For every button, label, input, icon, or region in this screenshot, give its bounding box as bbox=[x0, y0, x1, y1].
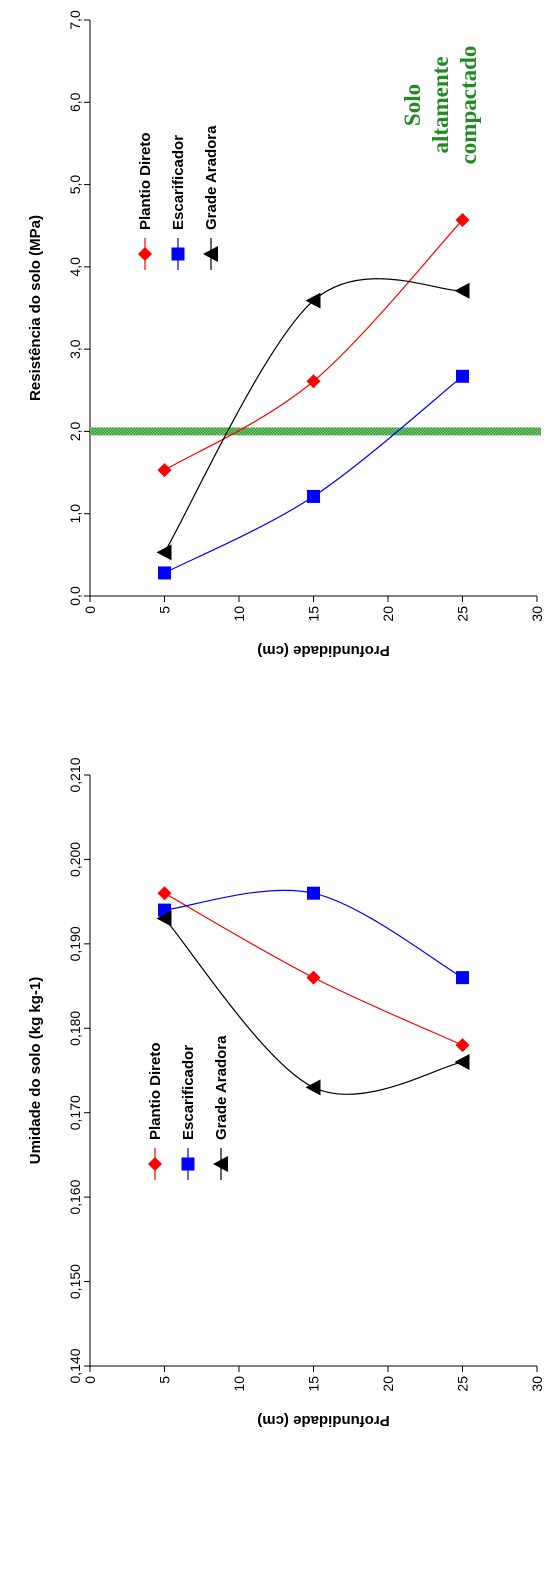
series-line bbox=[164, 892, 463, 1046]
x-axis-label: Profundidade (cm) bbox=[257, 642, 390, 659]
y-tick-label: 0,140 bbox=[67, 1348, 83, 1383]
x-tick-label: 0 bbox=[82, 606, 98, 614]
y-tick-label: 0,160 bbox=[67, 1179, 83, 1214]
legend-entry: Escarificador bbox=[180, 1045, 197, 1180]
annotation-line: compactado bbox=[456, 46, 481, 165]
data-point bbox=[306, 970, 321, 985]
data-point bbox=[455, 1038, 470, 1053]
legend-marker bbox=[171, 247, 185, 261]
legend-marker bbox=[203, 246, 218, 262]
chart-resistencia: 0 5 10 15 20 25 30 0,0 1,0 2,0 3,0 4,0 5,0 6,0 7,0 Prof… bbox=[27, 10, 545, 659]
y-tick-label: 0,150 bbox=[67, 1264, 83, 1299]
y-axis-label: Umidade do solo (kg kg-1) bbox=[27, 977, 44, 1165]
x-axis-label: Profundidade (cm) bbox=[257, 1412, 390, 1429]
y-tick-label: 7,0 bbox=[67, 10, 83, 30]
legend-label: Escarificador bbox=[170, 135, 187, 230]
legend-label: Grade Aradora bbox=[213, 1035, 230, 1140]
x-tick-label: 20 bbox=[380, 1376, 396, 1392]
y-tick-label: 1,0 bbox=[67, 504, 83, 524]
series-triangle bbox=[156, 278, 470, 561]
x-tick-label: 25 bbox=[455, 1376, 471, 1392]
y-axis-label: Resistência do solo (MPa) bbox=[27, 215, 44, 401]
series-square bbox=[158, 369, 469, 580]
legend-entry: Grade Aradora bbox=[213, 1035, 230, 1180]
y-tick-label: 0,0 bbox=[67, 586, 83, 606]
legend-label: Escarificador bbox=[180, 1045, 197, 1140]
x-tick-label: 10 bbox=[231, 1376, 247, 1392]
y-tick-label: 2,0 bbox=[67, 421, 83, 441]
series-line bbox=[164, 918, 463, 1095]
data-point bbox=[307, 489, 320, 503]
x-tick-label: 5 bbox=[157, 1376, 173, 1384]
data-point bbox=[157, 463, 172, 478]
x-tick-label: 0 bbox=[82, 1376, 98, 1384]
legend-label: Plantio Direto bbox=[147, 1042, 164, 1140]
series-diamond bbox=[157, 212, 470, 478]
legend-entry: Grade Aradora bbox=[203, 125, 220, 270]
data-point bbox=[156, 544, 172, 561]
y-tick-label: 0,190 bbox=[67, 926, 83, 961]
legend-marker bbox=[213, 1156, 228, 1172]
data-point bbox=[305, 1079, 321, 1096]
data-point bbox=[157, 886, 172, 901]
y-tick-label: 3,0 bbox=[67, 339, 83, 359]
data-point bbox=[456, 369, 469, 383]
data-point bbox=[454, 282, 470, 299]
series-line bbox=[164, 889, 463, 979]
legend-marker bbox=[148, 1157, 162, 1171]
x-tick-label: 10 bbox=[231, 606, 247, 622]
x-tick-label: 30 bbox=[529, 606, 545, 622]
legend-marker bbox=[138, 247, 152, 261]
x-tick-label: 15 bbox=[306, 1376, 322, 1392]
y-tick-label: 5,0 bbox=[67, 175, 83, 195]
x-tick-label: 5 bbox=[157, 606, 173, 614]
y-tick-label: 0,180 bbox=[67, 1011, 83, 1046]
y-tick-label: 0,200 bbox=[67, 842, 83, 877]
annotation-line: Solo bbox=[400, 84, 425, 126]
x-tick-label: 15 bbox=[306, 606, 322, 622]
legend-entry: Plantio Direto bbox=[147, 1042, 164, 1180]
annotation-line: altamente bbox=[428, 56, 453, 153]
legend-marker bbox=[181, 1157, 195, 1171]
data-point bbox=[455, 212, 470, 227]
series-triangle bbox=[156, 910, 470, 1096]
x-tick-label: 25 bbox=[455, 606, 471, 622]
y-tick-label: 4,0 bbox=[67, 257, 83, 277]
legend-entry: Plantio Direto bbox=[137, 132, 154, 270]
data-point bbox=[307, 886, 320, 900]
data-point bbox=[456, 971, 469, 985]
data-point bbox=[158, 566, 171, 580]
legend-label: Grade Aradora bbox=[203, 125, 220, 230]
data-point bbox=[454, 1054, 470, 1071]
reference-line bbox=[90, 427, 541, 436]
series-diamond bbox=[157, 886, 470, 1053]
series-line bbox=[163, 278, 463, 553]
series-square bbox=[158, 886, 469, 985]
data-point bbox=[305, 292, 321, 309]
y-tick-label: 6,0 bbox=[67, 92, 83, 112]
data-point bbox=[156, 910, 172, 927]
y-tick-label: 0,210 bbox=[67, 757, 83, 792]
legend-entry: Escarificador bbox=[170, 135, 187, 270]
series-line bbox=[164, 375, 463, 574]
x-tick-label: 20 bbox=[380, 606, 396, 622]
data-point bbox=[306, 374, 321, 389]
chart-umidade: 0 5 10 15 20 25 30 0,140 0,150 0,160 0,170 0,180 0,1… bbox=[27, 757, 545, 1429]
legend-label: Plantio Direto bbox=[137, 132, 154, 230]
y-tick-label: 0,170 bbox=[67, 1095, 83, 1130]
x-tick-label: 30 bbox=[529, 1376, 545, 1392]
